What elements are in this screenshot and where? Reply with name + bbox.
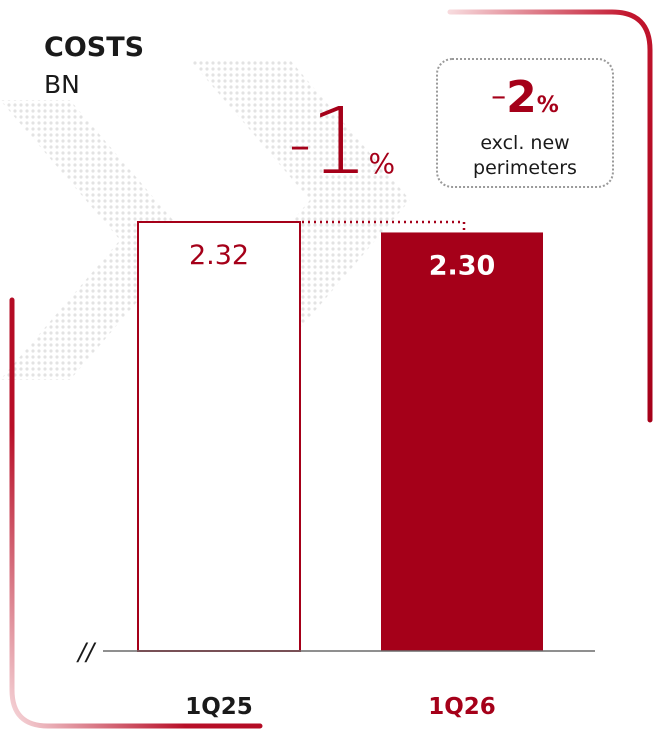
change-label: –1%: [290, 92, 395, 192]
chart-title: COSTS: [44, 32, 145, 63]
callout-text-line2: perimeters: [473, 157, 577, 179]
adjusted-change-callout: –2% excl. new perimeters: [436, 58, 614, 188]
frame-top-right: [447, 9, 653, 423]
change-sign: –: [290, 123, 310, 169]
frame-bottom-left: [9, 297, 263, 729]
callout-sign: –: [491, 79, 507, 114]
bar-change-connector: [302, 220, 466, 231]
value-label-1q26: 2.30: [429, 250, 496, 281]
change-value: 1: [310, 88, 369, 195]
change-percent-sign: %: [368, 147, 396, 180]
axis-break-symbol: //: [76, 638, 97, 666]
chart-unit: BN: [44, 70, 80, 99]
value-label-1q25: 2.32: [189, 240, 249, 271]
callout-percent-sign: %: [536, 93, 559, 118]
category-label-1q26: 1Q26: [428, 694, 496, 720]
bar-1q25: [137, 221, 301, 652]
callout-value: 2: [506, 72, 537, 123]
bar-1q26: [381, 232, 543, 651]
callout-text-line1: excl. new: [480, 132, 570, 154]
category-label-1q25: 1Q25: [185, 694, 253, 720]
